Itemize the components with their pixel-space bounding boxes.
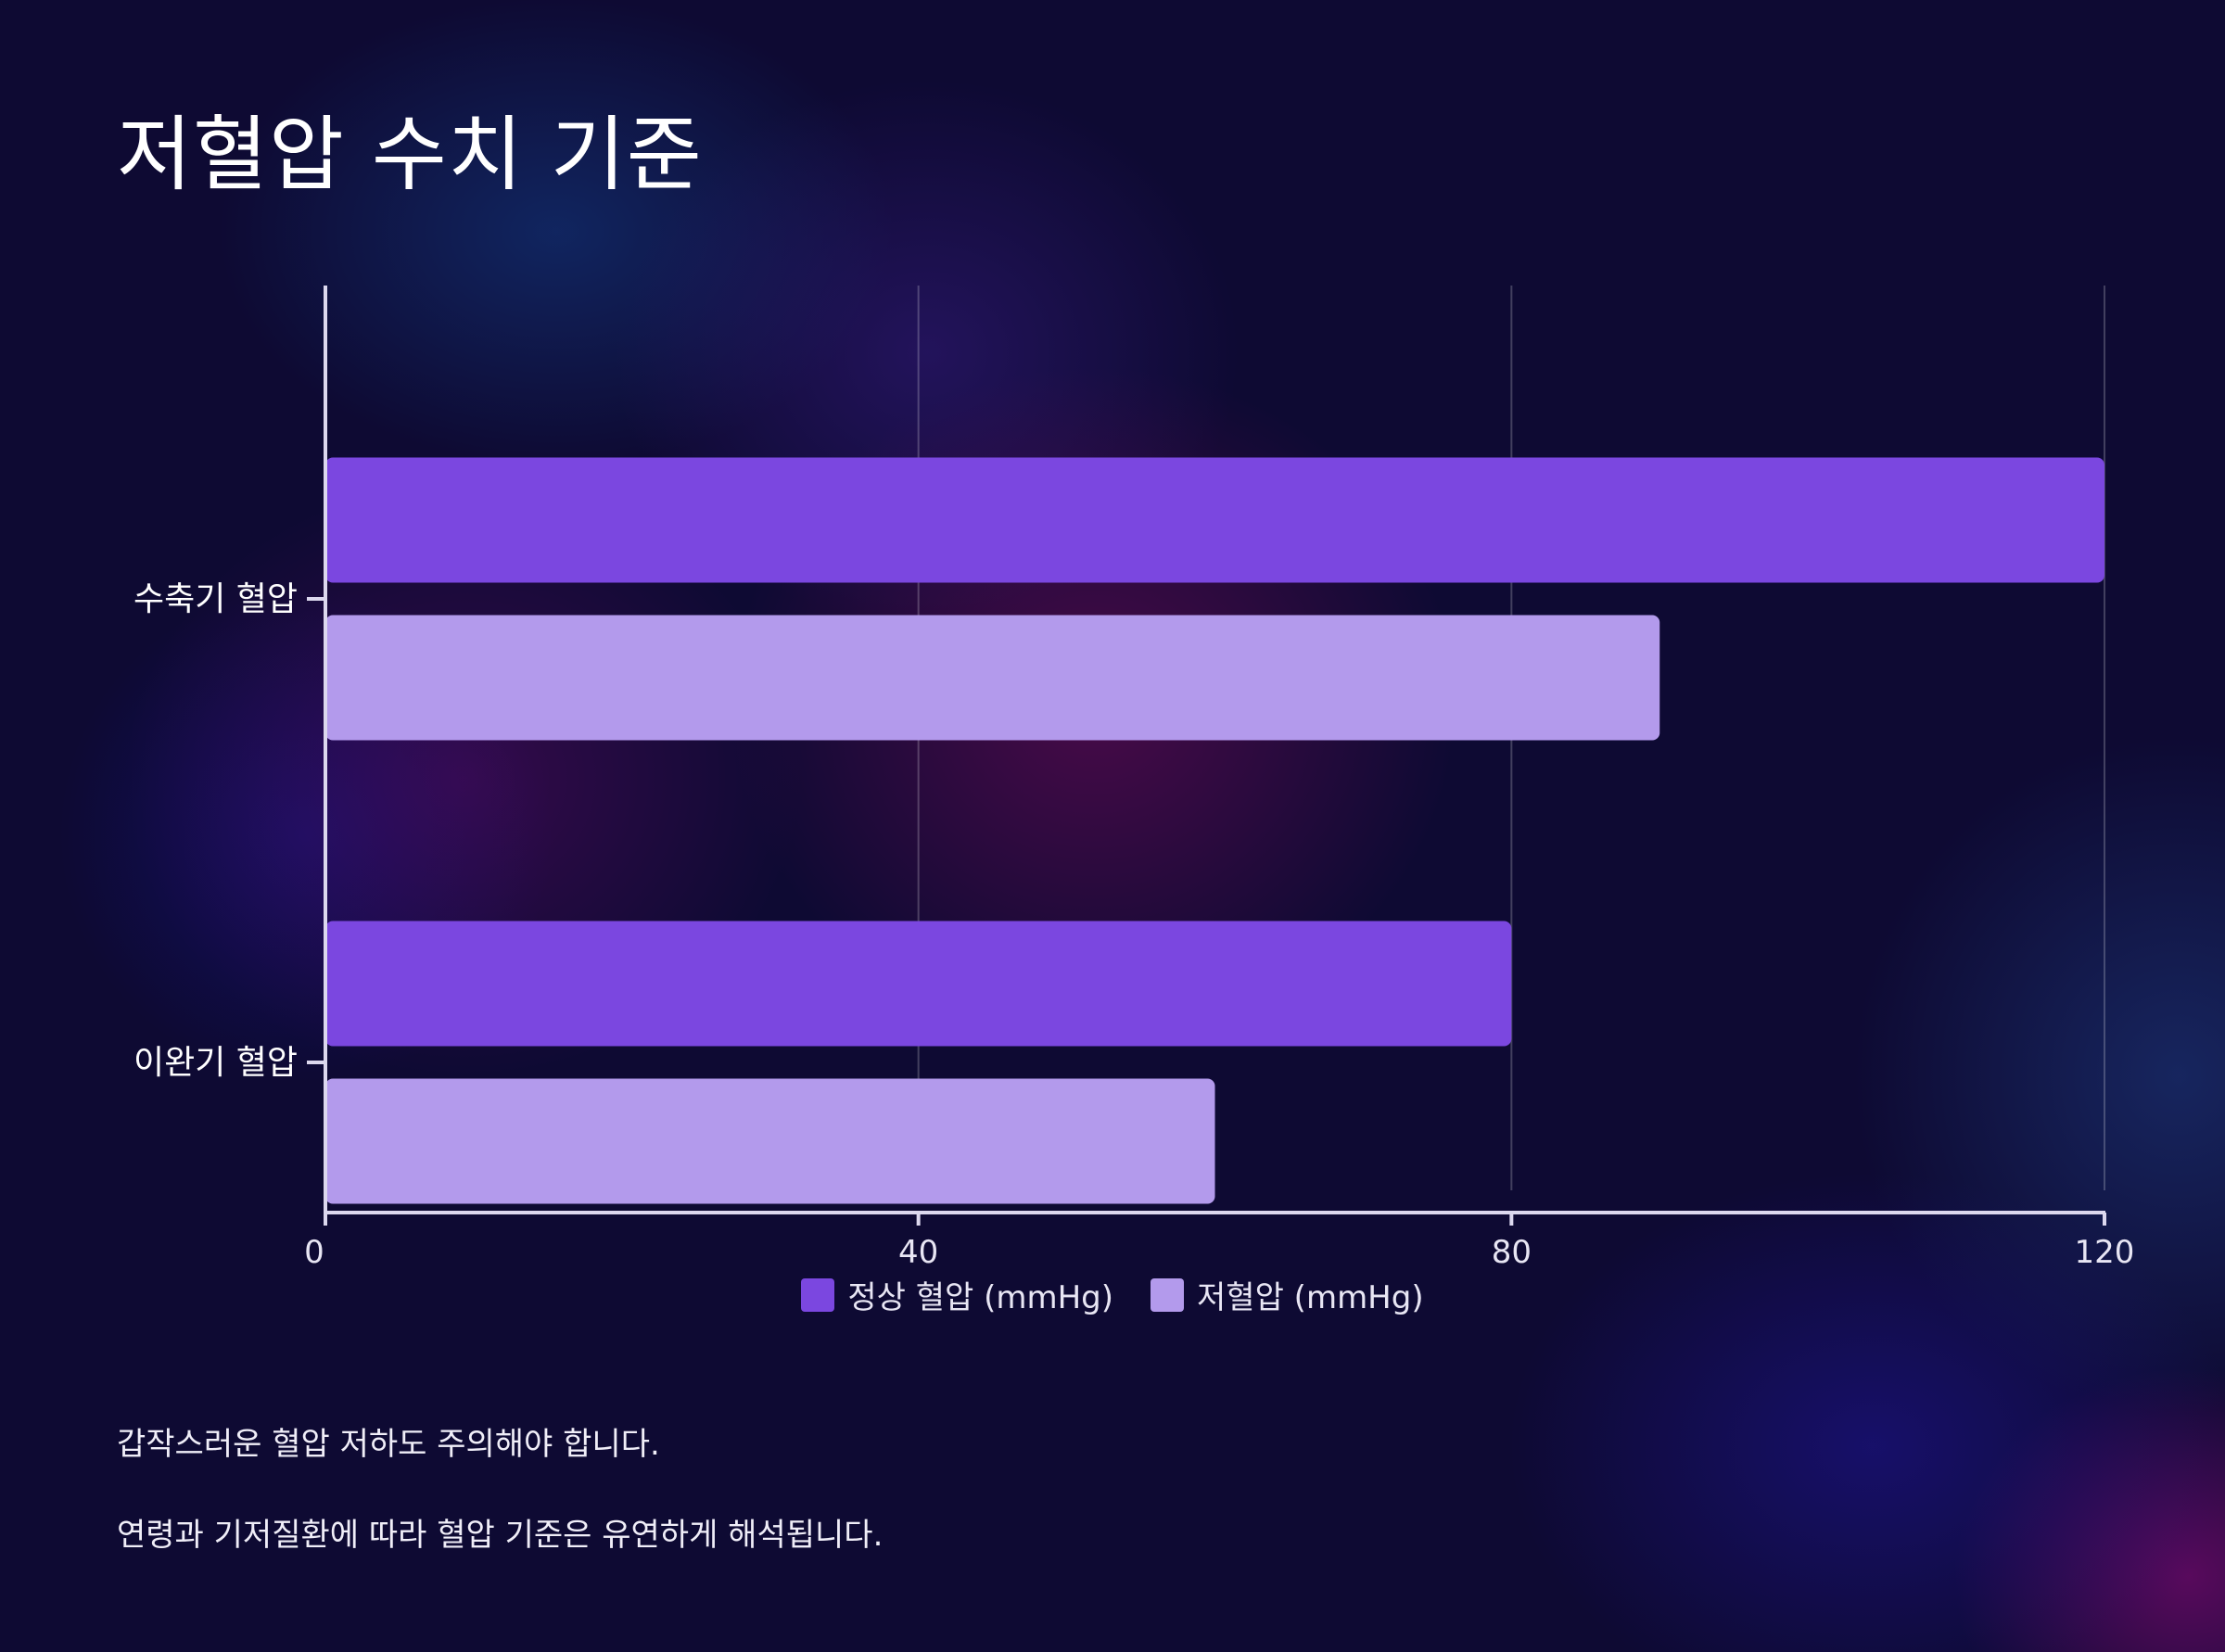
bar-0-1[interactable]	[325, 615, 1660, 741]
y-category-label-1: 이완기 혈압	[134, 1044, 298, 1082]
legend-swatch-low	[1151, 1277, 1185, 1312]
note-sudden-drop: 갑작스러운 혈압 저하도 주의해야 합니다.	[117, 1426, 660, 1463]
legend-item-normal[interactable]: 정상 혈압 (mmHg)	[801, 1272, 1113, 1317]
page-title: 저혈압 수치 기준	[117, 107, 703, 202]
bars	[325, 457, 2104, 1204]
note-age-condition: 연령과 기저질환에 따라 혈압 기준은 유연하게 해석됩니다.	[117, 1517, 884, 1554]
legend-label-normal: 정상 혈압 (mmHg)	[847, 1279, 1114, 1316]
bar-1-0[interactable]	[325, 921, 1512, 1047]
x-tick-label-80: 80	[1492, 1234, 1532, 1271]
y-category-label-0: 수축기 혈압	[134, 580, 298, 618]
bar-0-0[interactable]	[325, 457, 2104, 583]
legend: 정상 혈압 (mmHg) 저혈압 (mmHg)	[0, 1272, 2225, 1317]
legend-swatch-normal	[801, 1277, 835, 1312]
axes	[324, 286, 2105, 1214]
legend-item-low[interactable]: 저혈압 (mmHg)	[1151, 1272, 1424, 1317]
x-ticks: 0 40 80 120	[304, 1213, 2134, 1271]
x-tick-label-40: 40	[898, 1234, 938, 1271]
legend-label-low: 저혈압 (mmHg)	[1197, 1279, 1424, 1316]
x-tick-label-120: 120	[2075, 1234, 2135, 1271]
x-tick-label-0: 0	[304, 1234, 324, 1271]
bar-1-1[interactable]	[325, 1078, 1215, 1204]
